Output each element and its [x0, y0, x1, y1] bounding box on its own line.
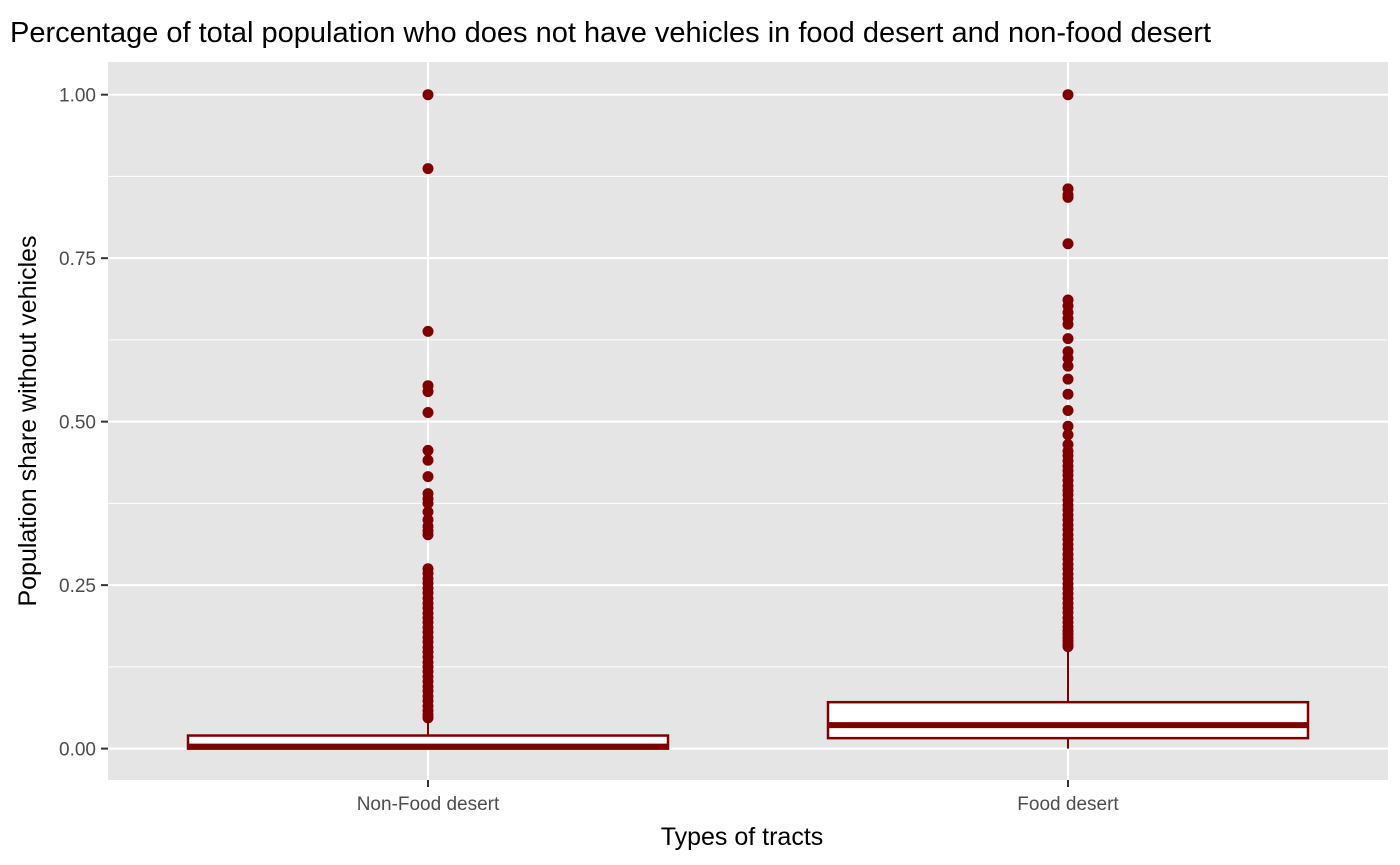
x-tick-label: Non-Food desert — [357, 794, 500, 815]
chart-title: Percentage of total population who does … — [10, 17, 1211, 49]
outlier-point — [422, 506, 434, 518]
outlier-point — [1062, 420, 1074, 432]
outlier-point — [422, 89, 434, 101]
y-tick-label: 0.00 — [59, 740, 96, 761]
outlier-points — [422, 89, 1074, 724]
y-tick-label: 0.25 — [59, 576, 96, 597]
outlier-point — [422, 529, 434, 541]
outlier-point — [422, 406, 434, 418]
outlier-point — [1062, 191, 1074, 203]
outlier-point — [1062, 405, 1074, 417]
outlier-point — [1062, 641, 1074, 653]
y-axis: 0.00 0.25 0.50 0.75 1.00 — [59, 86, 108, 761]
y-tick-label: 1.00 — [59, 86, 96, 107]
outlier-point — [422, 163, 434, 175]
outlier-point — [422, 712, 434, 724]
outlier-point — [1062, 388, 1074, 400]
box-iqr — [826, 700, 1310, 740]
outlier-point — [422, 444, 434, 456]
y-axis-title: Population share without vehicles — [14, 235, 42, 606]
outlier-point — [422, 471, 434, 483]
outlier-point — [422, 386, 434, 398]
outlier-point — [1062, 318, 1074, 330]
outlier-point — [422, 454, 434, 466]
outlier-point — [1062, 373, 1074, 385]
y-tick-label: 0.50 — [59, 413, 96, 434]
outlier-point — [1062, 360, 1074, 372]
outlier-point — [422, 325, 434, 337]
x-axis-title: Types of tracts — [661, 823, 824, 851]
outlier-point — [422, 497, 434, 509]
x-tick-label: Food desert — [1017, 794, 1119, 815]
outlier-point — [1062, 89, 1074, 101]
outlier-point — [1062, 352, 1074, 364]
x-axis: Non-Food desert Food desert — [357, 780, 1119, 815]
outlier-point — [1062, 429, 1074, 441]
boxes — [186, 649, 1310, 750]
outlier-point — [1062, 238, 1074, 250]
outlier-point — [1062, 333, 1074, 345]
y-tick-label: 0.75 — [59, 249, 96, 270]
